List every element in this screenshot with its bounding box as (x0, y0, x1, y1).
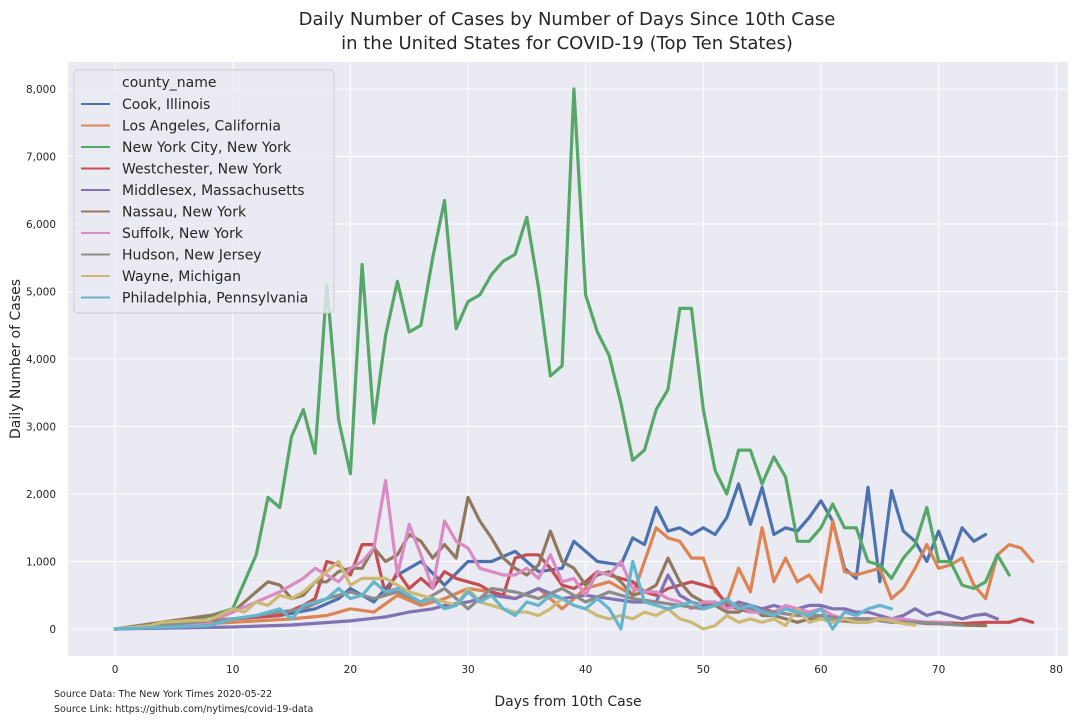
chart-title-line-1: Daily Number of Cases by Number of Days … (299, 9, 836, 30)
legend-box (73, 69, 335, 314)
legend-label: Suffolk, New York (122, 226, 244, 242)
y-tick-label: 7,000 (26, 152, 56, 164)
legend-title: county_name (122, 75, 217, 91)
legend-label: Los Angeles, California (122, 119, 281, 135)
legend-item: Suffolk, New York (81, 226, 244, 242)
source-link-note: Source Link: https://github.com/nytimes/… (54, 704, 313, 715)
series-lines (113, 87, 1035, 631)
legend-label: Wayne, Michigan (122, 269, 241, 285)
legend: county_name Cook, Illinois Los Angeles, C… (73, 69, 335, 314)
x-axis-label: Days from 10th Case (494, 694, 641, 710)
legend-label: Middlesex, Massachusetts (122, 183, 305, 199)
legend-item: New York City, New York (81, 140, 292, 156)
x-tick-label: 20 (344, 664, 357, 676)
legend-item: Wayne, Michigan (81, 269, 241, 285)
legend-label: Hudson, New Jersey (122, 248, 262, 264)
y-tick-label: 8,000 (26, 84, 56, 96)
legend-item: Cook, Illinois (81, 97, 210, 113)
series-line-9 (113, 559, 894, 631)
x-tick-label: 40 (579, 664, 592, 676)
y-tick-label: 6,000 (26, 219, 56, 231)
y-axis-ticks: 0 1,000 2,000 3,000 4,000 5,000 6,000 7,000 8,00… (26, 84, 56, 636)
y-tick-label: 5,000 (26, 287, 56, 299)
legend-item: Los Angeles, California (81, 119, 281, 135)
legend-label: Philadelphia, Pennsylvania (122, 291, 308, 307)
legend-item: Nassau, New York (81, 205, 247, 221)
x-tick-label: 30 (461, 664, 474, 676)
series-line-2 (113, 87, 1011, 631)
x-tick-label: 60 (814, 664, 827, 676)
y-tick-label: 0 (49, 624, 56, 636)
y-tick-label: 2,000 (26, 489, 56, 501)
legend-label: New York City, New York (122, 140, 292, 156)
series-line-0 (113, 482, 988, 631)
legend-label: Westchester, New York (122, 162, 283, 178)
chart-title-line-2: in the United States for COVID-19 (Top T… (341, 33, 793, 54)
legend-item: Philadelphia, Pennsylvania (81, 291, 308, 307)
x-axis-ticks: 0 10 20 30 40 50 60 70 80 (112, 664, 1063, 676)
y-tick-label: 4,000 (26, 354, 56, 366)
legend-item: Westchester, New York (81, 162, 283, 178)
y-tick-label: 3,000 (26, 422, 56, 434)
series-line-1 (113, 519, 1035, 631)
legend-item: Hudson, New Jersey (81, 248, 262, 264)
x-tick-label: 50 (697, 664, 710, 676)
x-tick-label: 80 (1050, 664, 1063, 676)
x-tick-label: 10 (226, 664, 239, 676)
source-data-note: Source Data: The New York Times 2020-05-… (54, 689, 272, 700)
legend-item: Middlesex, Massachusetts (81, 183, 305, 199)
legend-label: Nassau, New York (122, 205, 247, 221)
y-tick-label: 1,000 (26, 557, 56, 569)
chart-title: Daily Number of Cases by Number of Days … (299, 9, 836, 54)
x-tick-label: 0 (112, 664, 119, 676)
x-tick-label: 70 (932, 664, 945, 676)
series-line-8 (113, 559, 917, 631)
y-axis-label: Daily Number of Cases (8, 279, 24, 439)
series-line-6 (113, 478, 952, 631)
legend-items: Cook, Illinois Los Angeles, California New… (81, 97, 308, 307)
legend-label: Cook, Illinois (122, 97, 210, 113)
